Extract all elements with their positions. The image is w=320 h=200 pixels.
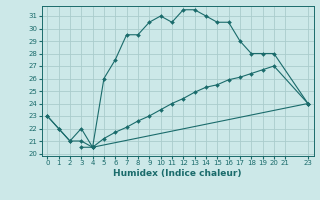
X-axis label: Humidex (Indice chaleur): Humidex (Indice chaleur): [113, 169, 242, 178]
